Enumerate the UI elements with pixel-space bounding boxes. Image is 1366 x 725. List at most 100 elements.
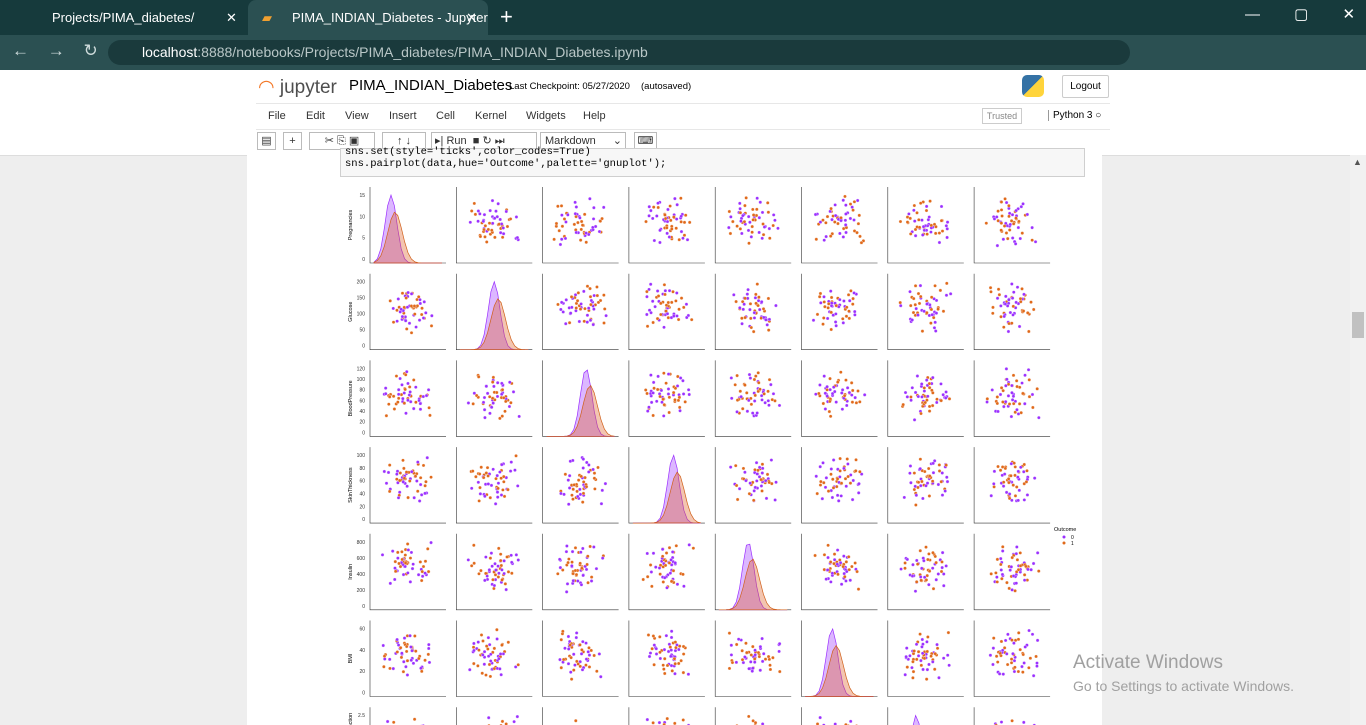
point <box>479 568 483 573</box>
point <box>1001 545 1005 549</box>
new-tab[interactable]: + <box>500 4 513 29</box>
point <box>1011 373 1016 378</box>
point <box>828 289 833 293</box>
menu-item[interactable]: Edit <box>306 110 325 122</box>
point <box>650 647 654 651</box>
point <box>400 651 404 655</box>
point <box>736 637 741 641</box>
point <box>592 545 596 549</box>
scroll-thumb[interactable] <box>1352 312 1364 338</box>
menu-item[interactable]: View <box>345 110 369 122</box>
point <box>820 496 825 501</box>
menu-item[interactable]: Insert <box>389 110 417 122</box>
nav-buttons[interactable]: ← → ↻ <box>12 41 98 60</box>
logo[interactable]: ◠ jupyter <box>258 77 337 98</box>
point <box>663 216 668 221</box>
point <box>937 231 942 235</box>
point <box>517 414 521 419</box>
point <box>931 471 936 475</box>
point <box>903 672 907 677</box>
menu-item[interactable]: Cell <box>436 110 455 122</box>
axes <box>973 360 1051 437</box>
point <box>396 496 401 500</box>
tab-active[interactable]: ▰ PIMA_INDIAN_Diabetes - Jupyter ✕ <box>248 0 488 35</box>
point <box>1010 282 1014 286</box>
point <box>841 321 846 325</box>
point <box>592 471 597 475</box>
point <box>664 303 669 307</box>
point <box>584 567 589 572</box>
point <box>759 484 764 488</box>
scrollbar[interactable]: ▲ <box>1350 155 1366 725</box>
point <box>598 219 603 223</box>
point <box>384 481 389 486</box>
point <box>852 309 857 314</box>
menu-item[interactable]: File <box>268 110 286 122</box>
point <box>766 654 771 659</box>
point <box>845 457 849 461</box>
point <box>920 645 924 649</box>
point <box>408 390 412 394</box>
point <box>602 307 607 311</box>
logout-button[interactable]: Logout <box>1062 75 1109 98</box>
point <box>767 377 772 382</box>
point <box>559 300 564 305</box>
point <box>1002 646 1007 650</box>
point <box>748 376 753 380</box>
point <box>919 483 923 488</box>
point <box>396 297 401 301</box>
code-cell[interactable]: sns.set(style='ticks',color_codes=True) … <box>340 146 1085 177</box>
point <box>857 481 861 486</box>
menu-item[interactable]: Help <box>583 110 606 122</box>
run-buttons[interactable]: ▸| Run ■ ↻ ⏭ <box>431 132 537 150</box>
point <box>829 304 834 308</box>
axes <box>887 707 889 725</box>
point <box>851 208 855 212</box>
point <box>487 568 492 572</box>
menu-item[interactable]: Widgets <box>526 110 566 122</box>
point <box>669 300 674 305</box>
point <box>761 652 766 656</box>
address-bar[interactable]: localhost:8888/notebooks/Projects/PIMA_d… <box>108 40 1130 65</box>
save-button[interactable]: ▤ <box>257 132 276 150</box>
tab[interactable]: Projects/PIMA_diabetes/◌✕ <box>52 10 237 25</box>
point <box>579 227 584 232</box>
point <box>483 494 487 498</box>
point <box>506 570 511 574</box>
point <box>929 307 934 312</box>
point <box>669 558 673 562</box>
point <box>1007 214 1011 219</box>
point <box>1006 394 1011 398</box>
point <box>913 302 918 307</box>
point <box>767 480 771 485</box>
point <box>558 657 562 662</box>
point <box>825 316 830 321</box>
point <box>579 652 584 656</box>
point <box>393 559 398 564</box>
point <box>935 400 939 405</box>
notebook-name[interactable]: PIMA_INDIAN_Diabetes <box>349 77 513 94</box>
point <box>766 399 771 403</box>
point <box>754 301 758 306</box>
point <box>498 652 503 656</box>
point <box>417 318 422 322</box>
point <box>405 370 409 374</box>
point <box>595 293 600 298</box>
point <box>995 401 1000 406</box>
point <box>996 287 1001 292</box>
point <box>914 642 919 647</box>
keyboard-button[interactable]: ⌨ <box>634 132 657 150</box>
point <box>941 393 945 397</box>
point <box>768 236 772 240</box>
point <box>757 465 762 470</box>
point <box>417 656 421 661</box>
point <box>825 388 829 392</box>
point <box>1010 398 1015 402</box>
point <box>836 499 841 503</box>
density <box>546 384 615 437</box>
menu-item[interactable]: Kernel <box>475 110 507 122</box>
insert-button[interactable]: + <box>283 132 302 150</box>
point <box>573 663 577 667</box>
window-controls[interactable]: — ▢ ✕ <box>1245 6 1356 23</box>
trusted[interactable]: Trusted <box>982 108 1022 124</box>
